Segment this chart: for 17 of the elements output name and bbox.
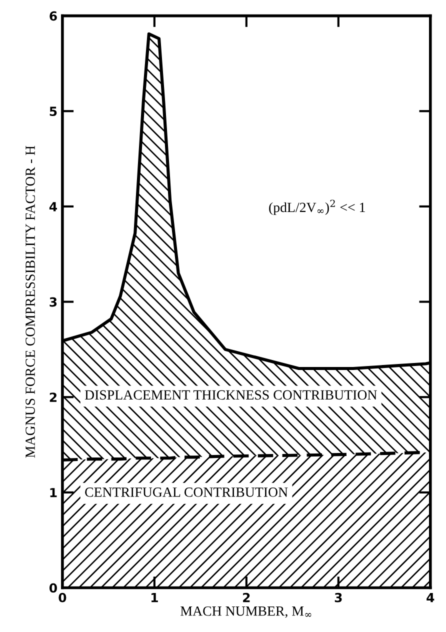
y-axis-title: MAGNUS FORCE COMPRESSIBILITY FACTOR - H (26, 146, 35, 458)
y-tick-label: 6 (50, 11, 57, 21)
x-tick-label: 0 (58, 592, 66, 602)
series-label: DISPLACEMENT THICKNESS CONTRIBUTION (84, 390, 377, 400)
y-tick-label: 5 (50, 106, 57, 116)
y-tick-label: 3 (50, 297, 57, 307)
annotation: (pdL/2V$_{∞}$)$^{2}$ << 1 (269, 200, 365, 215)
y-tick-label: 0 (49, 583, 57, 593)
y-tick-label: 2 (50, 392, 56, 402)
y-tick-label: 4 (49, 202, 58, 212)
x-tick-label: 2 (243, 592, 250, 602)
x-tick-label: 4 (426, 593, 434, 602)
x-tick-label: 1 (151, 593, 158, 602)
series-label: CENTRIFUGAL CONTRIBUTION (85, 488, 288, 497)
x-tick-label: 3 (334, 592, 342, 602)
x-axis-title: MACH NUMBER, M$_{∞}$ (180, 606, 312, 618)
y-tick-label: 1 (50, 488, 57, 498)
